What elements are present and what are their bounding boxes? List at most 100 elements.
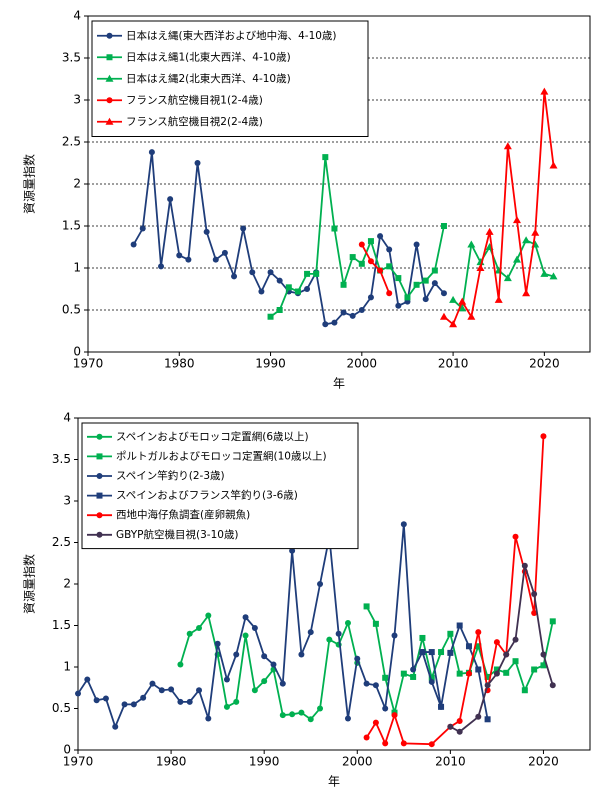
data-point [340,309,347,316]
legend-label: GBYP航空機目視(3-10歳) [116,528,239,541]
data-point [335,630,342,637]
y-tick-label: 1 [73,261,81,275]
legend-label: 日本はえ縄2(北東大西洋、4-10歳) [126,72,291,85]
data-point [440,290,447,297]
y-axis-label: 資源量指数 [22,554,37,614]
data-point [93,697,100,704]
data-point [233,651,240,658]
data-point [503,651,510,658]
data-point [196,687,203,694]
data-point [475,713,482,720]
y-tick-label: 3.5 [62,51,81,65]
data-point [503,142,512,150]
x-tick-label: 1970 [63,755,94,769]
data-point [276,307,283,313]
data-point [465,643,472,650]
data-point [475,666,482,673]
data-point [428,649,435,656]
data-point [285,284,292,291]
data-point [549,618,556,625]
data-point [465,670,472,677]
legend-marker [96,531,103,538]
data-point [540,87,549,95]
data-point [231,273,238,280]
data-point [400,740,407,747]
x-tick-label: 2020 [529,357,560,371]
data-point [386,290,393,297]
data-point [194,160,201,166]
y-tick-label: 2.5 [52,535,71,549]
data-point [522,236,531,244]
data-point [279,680,286,687]
data-point [456,717,463,724]
data-point [493,666,500,673]
y-tick-label: 3 [63,494,71,508]
data-point [307,716,314,723]
data-point [439,312,448,320]
y-tick-label: 4 [63,411,71,425]
data-point [419,634,426,641]
plot-frame [87,15,591,353]
data-point [391,632,398,639]
data-point [340,281,347,288]
data-point [382,740,389,747]
data-point [177,661,184,668]
data-point [344,715,351,722]
legend: スペインおよびモロッコ定置網(6歳以上) ポルトガルおよびモロッコ定置網(10歳以… [81,422,359,550]
legend-marker [96,433,103,440]
data-point [447,630,454,637]
data-point [372,719,379,726]
data-point [177,698,184,705]
data-point [540,651,547,658]
data-point [233,698,240,705]
data-point [503,274,512,282]
data-point [276,277,283,284]
data-point [438,703,445,710]
data-point [456,622,463,629]
data-point [298,651,305,658]
data-point [484,716,491,723]
plot-frame [77,417,591,751]
data-point [540,662,547,669]
data-point [317,705,324,712]
data-point [503,669,510,676]
data-point [428,674,435,681]
data-point [422,277,429,284]
data-point [367,258,374,265]
legend-marker [96,512,103,519]
data-point [431,267,438,274]
data-point [75,690,81,697]
x-axis-label: 年 [333,377,345,391]
data-point [196,624,203,631]
data-point [223,676,230,683]
data-point [512,658,519,665]
data-point [249,269,256,276]
data-point [475,643,482,650]
data-point [531,228,540,236]
legend-marker [96,473,103,479]
data-point [102,695,109,702]
data-point [214,640,221,647]
data-point [205,612,212,619]
data-point [354,655,361,662]
data-line [365,436,545,746]
data-point [242,614,249,621]
data-point [331,319,338,326]
data-point [431,280,438,287]
y-tick-label: 1 [63,660,71,674]
legend-marker [106,97,113,104]
data-point [447,649,454,656]
x-axis-label: 年 [328,775,340,789]
data-point [512,533,519,540]
y-tick-label: 3 [73,93,81,107]
data-point [382,674,389,681]
legend-marker [96,453,103,460]
data-point [186,630,193,637]
data-point [549,682,556,689]
data-point [289,547,296,554]
data-point [476,264,485,271]
data-point [176,252,183,259]
legend-label: スペイン竿釣り(2-3歳) [116,469,225,482]
data-point [531,590,538,597]
